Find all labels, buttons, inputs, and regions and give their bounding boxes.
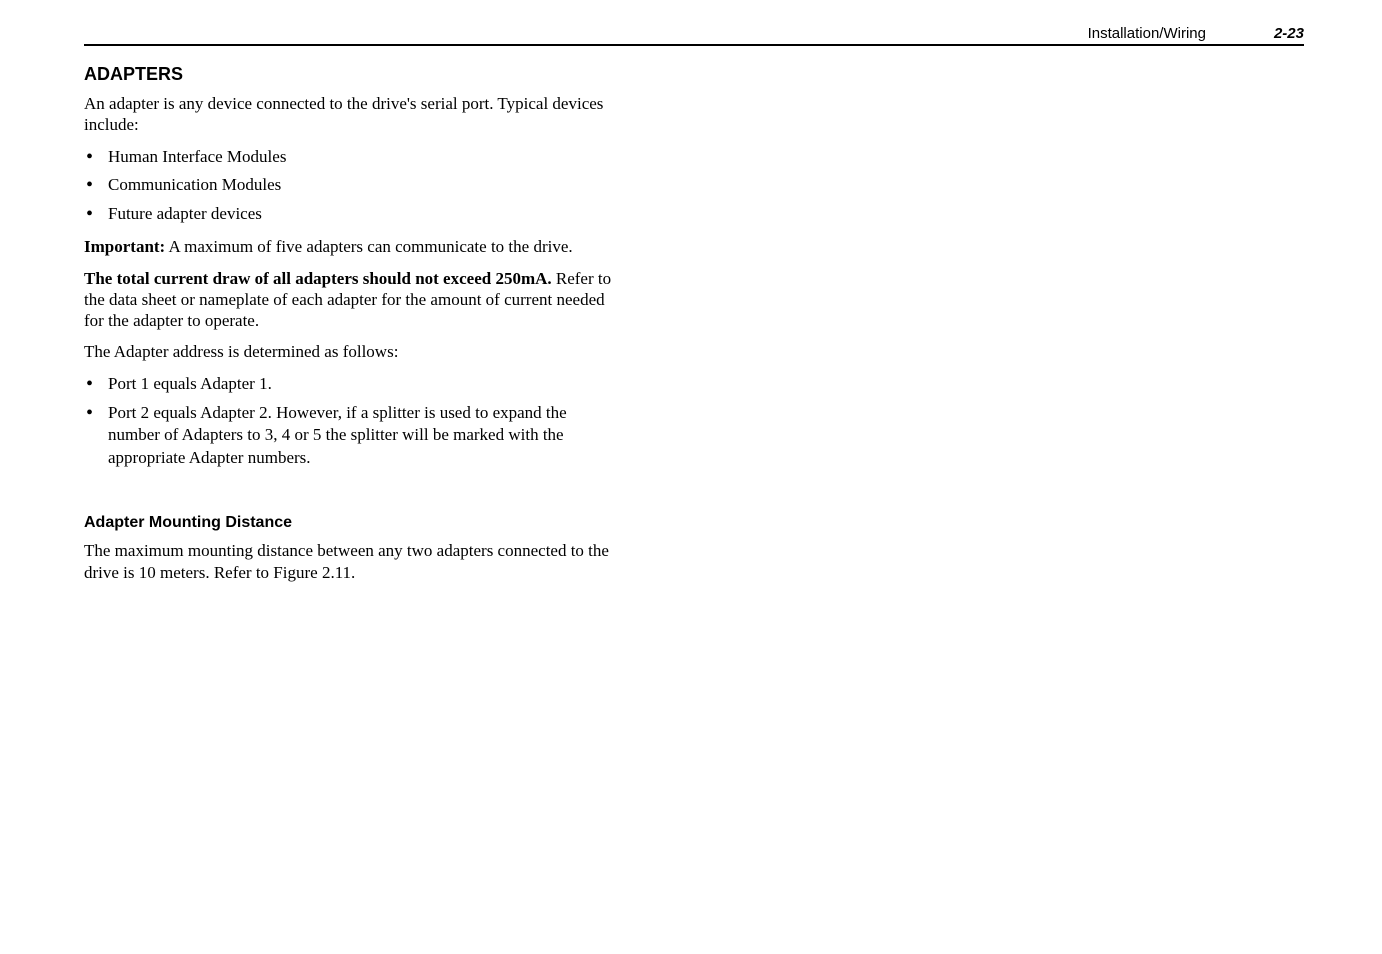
header-section-label: Installation/Wiring (1088, 25, 1206, 42)
page: Installation/Wiring 2-23 ADAPTERS An ada… (0, 0, 1382, 954)
list-item: Port 1 equals Adapter 1. (84, 373, 614, 396)
list-item: Communication Modules (84, 174, 614, 197)
list-item: Future adapter devices (84, 203, 614, 226)
page-header: Installation/Wiring 2-23 (84, 25, 1304, 46)
important-paragraph: Important: A maximum of five adapters ca… (84, 236, 614, 257)
heading-adapters: ADAPTERS (84, 64, 614, 85)
header-page-number: 2-23 (1274, 25, 1304, 42)
content-column: ADAPTERS An adapter is any device connec… (84, 64, 614, 583)
mounting-distance-paragraph: The maximum mounting distance between an… (84, 540, 614, 583)
current-draw-bold: The total current draw of all adapters s… (84, 269, 552, 288)
device-list: Human Interface Modules Communication Mo… (84, 146, 614, 227)
list-item: Port 2 equals Adapter 2. However, if a s… (84, 402, 614, 471)
important-label: Important: (84, 237, 165, 256)
intro-paragraph: An adapter is any device connected to th… (84, 93, 614, 136)
important-text: A maximum of five adapters can communica… (165, 237, 572, 256)
list-item: Human Interface Modules (84, 146, 614, 169)
subheading-mounting-distance: Adapter Mounting Distance (84, 514, 614, 532)
address-intro-paragraph: The Adapter address is determined as fol… (84, 341, 614, 362)
address-list: Port 1 equals Adapter 1. Port 2 equals A… (84, 373, 614, 471)
current-draw-paragraph: The total current draw of all adapters s… (84, 268, 614, 332)
